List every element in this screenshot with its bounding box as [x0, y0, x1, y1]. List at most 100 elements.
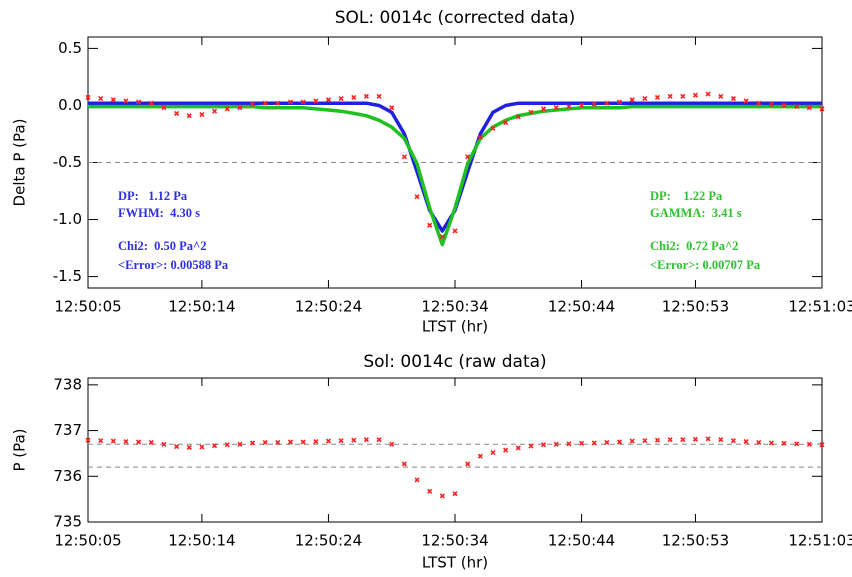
data-point: [85, 437, 91, 443]
data-point: [553, 441, 559, 447]
data-point: [351, 94, 357, 101]
data-point: [363, 437, 369, 443]
data-point: [743, 438, 749, 445]
data-point: [85, 94, 91, 101]
data-point: [249, 440, 256, 446]
x-tick-label: 12:50:24: [295, 532, 362, 550]
data-point: [439, 234, 445, 240]
data-point: [680, 93, 686, 99]
y-tick-label: 735: [53, 513, 82, 531]
data-point: [616, 439, 623, 445]
data-point: [186, 113, 192, 119]
data-point: [161, 441, 167, 447]
data-point: [98, 96, 104, 102]
y-tick-label: 737: [53, 421, 82, 439]
data-point: [325, 97, 332, 103]
data-point: [401, 154, 407, 160]
fit-annotation: Chi2: 0.72 Pa^2: [650, 239, 739, 253]
data-point: [566, 441, 572, 447]
data-point: [705, 436, 711, 442]
data-point: [452, 228, 458, 234]
data-point: [819, 442, 825, 448]
data-point: [806, 105, 812, 111]
data-point: [490, 125, 496, 131]
data-point: [654, 437, 661, 443]
data-point: [313, 438, 319, 445]
data-point: [768, 440, 774, 446]
data-point: [806, 441, 812, 447]
data-point: [768, 101, 774, 107]
data-point: [756, 100, 762, 106]
data-point: [110, 97, 116, 103]
data-point: [148, 439, 154, 446]
data-point: [237, 441, 243, 447]
data-point: [148, 100, 154, 106]
fit-annotation: Chi2: 0.50 Pa^2: [118, 239, 207, 253]
data-point: [718, 437, 724, 443]
y-axis-label: Delta P (Pa): [11, 119, 29, 207]
data-point: [262, 100, 268, 106]
data-point: [452, 491, 458, 497]
data-point: [98, 438, 104, 444]
plot-frame: [87, 377, 823, 523]
data-point: [465, 461, 471, 467]
chart-title: SOL: 0014c (corrected data): [335, 8, 576, 28]
data-point: [616, 99, 623, 105]
y-tick-label: 738: [53, 375, 82, 393]
fit-annotation: <Error>: 0.00588 Pa: [118, 258, 229, 272]
data-point: [730, 96, 736, 102]
x-tick-label: 12:50:34: [421, 298, 488, 316]
x-axis-label: LTST (hr): [422, 554, 488, 572]
data-point: [591, 101, 597, 107]
data-point: [414, 194, 420, 200]
data-point: [287, 99, 294, 105]
data-point: [654, 94, 661, 101]
data-point: [781, 102, 787, 109]
data-point: [275, 100, 281, 106]
data-point: [249, 101, 256, 107]
x-tick-label: 12:51:03: [788, 532, 852, 550]
data-point: [692, 436, 699, 442]
data-point: [123, 438, 129, 445]
data-point: [692, 92, 699, 98]
chart-title: Sol: 0014c (raw data): [363, 352, 546, 372]
data-point: [667, 93, 673, 99]
data-point: [224, 442, 230, 448]
data-point: [515, 114, 521, 120]
x-tick-label: 12:50:14: [168, 532, 235, 550]
fit-line: [88, 104, 822, 247]
x-tick-label: 12:50:05: [54, 298, 121, 316]
data-point: [363, 93, 369, 99]
y-tick-label: -1.0: [53, 210, 82, 228]
x-tick-label: 12:50:24: [295, 298, 362, 316]
data-point: [528, 109, 534, 115]
y-tick-label: 0.5: [58, 39, 82, 57]
data-point: [566, 104, 572, 110]
fit-annotation: DP: 1.22 Pa: [650, 189, 723, 203]
x-tick-label: 12:50:44: [548, 532, 615, 550]
data-point: [338, 438, 344, 444]
data-point: [351, 437, 357, 443]
x-tick-label: 12:50:53: [662, 298, 729, 316]
data-point: [515, 445, 521, 451]
data-point: [389, 441, 395, 447]
y-tick-label: -1.5: [53, 267, 82, 285]
data-point: [465, 154, 471, 160]
data-point: [136, 99, 142, 105]
data-point: [401, 461, 407, 467]
data-point: [794, 441, 800, 447]
data-point: [427, 222, 433, 228]
data-point: [781, 440, 787, 446]
data-point: [578, 440, 585, 446]
data-point: [300, 439, 306, 445]
data-point: [629, 97, 635, 103]
data-point: [161, 105, 167, 111]
data-point: [325, 438, 332, 444]
data-point: [376, 93, 382, 99]
fit-annotation: FWHM: 4.30 s: [118, 206, 200, 220]
data-point: [629, 438, 635, 444]
data-point: [794, 104, 800, 110]
data-point: [211, 443, 218, 449]
data-point: [439, 493, 445, 499]
